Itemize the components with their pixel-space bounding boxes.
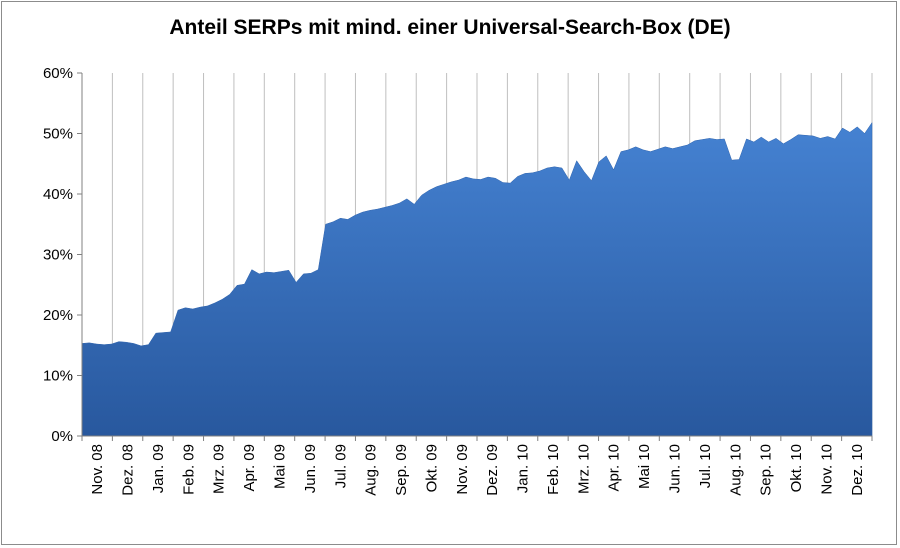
- x-tick-label: Mrz. 10: [575, 444, 592, 494]
- x-tick-label: Mrz. 09: [211, 444, 228, 494]
- x-tick-label: Mai 10: [636, 444, 653, 489]
- y-tick-label: 60%: [43, 65, 73, 82]
- y-tick-label: 40%: [43, 186, 73, 203]
- x-tick-label: Jun. 09: [302, 444, 319, 493]
- x-tick-label: Jan. 09: [150, 444, 167, 493]
- x-tick-label: Apr. 09: [241, 444, 258, 492]
- x-tick-label: Nov. 10: [818, 444, 835, 495]
- y-tick-label: 30%: [43, 247, 73, 264]
- x-tick-label: Nov. 09: [454, 444, 471, 495]
- x-tick-label: Aug. 09: [363, 444, 380, 496]
- x-tick-label: Jul. 09: [332, 444, 349, 488]
- x-tick-label: Sep. 10: [758, 444, 775, 496]
- y-tick-label: 20%: [43, 307, 73, 324]
- x-tick-label: Aug. 10: [727, 444, 744, 496]
- x-tick-label: Jan. 10: [515, 444, 532, 493]
- x-tick-label: Dez. 10: [849, 444, 866, 496]
- x-tick-label: Dez. 08: [120, 444, 137, 496]
- chart-title: Anteil SERPs mit mind. einer Universal-S…: [169, 16, 731, 39]
- x-tick-label: Nov. 08: [89, 444, 106, 495]
- x-tick-label: Mai 09: [272, 444, 289, 489]
- y-tick-label: 10%: [43, 368, 73, 385]
- y-tick-label: 50%: [43, 126, 73, 143]
- x-tick-label: Jun. 10: [667, 444, 684, 493]
- x-tick-label: Dez. 09: [484, 444, 501, 496]
- x-tick-label: Jul. 10: [697, 444, 714, 488]
- x-tick-label: Feb. 09: [180, 444, 197, 495]
- y-tick-label: 0%: [51, 428, 73, 445]
- x-tick-label: Okt. 10: [788, 444, 805, 492]
- area-series: [81, 121, 873, 437]
- x-tick-label: Apr. 10: [606, 444, 623, 492]
- x-tick-label: Okt. 09: [423, 444, 440, 492]
- x-tick-label: Feb. 10: [545, 444, 562, 495]
- x-tick-label: Sep. 09: [393, 444, 410, 496]
